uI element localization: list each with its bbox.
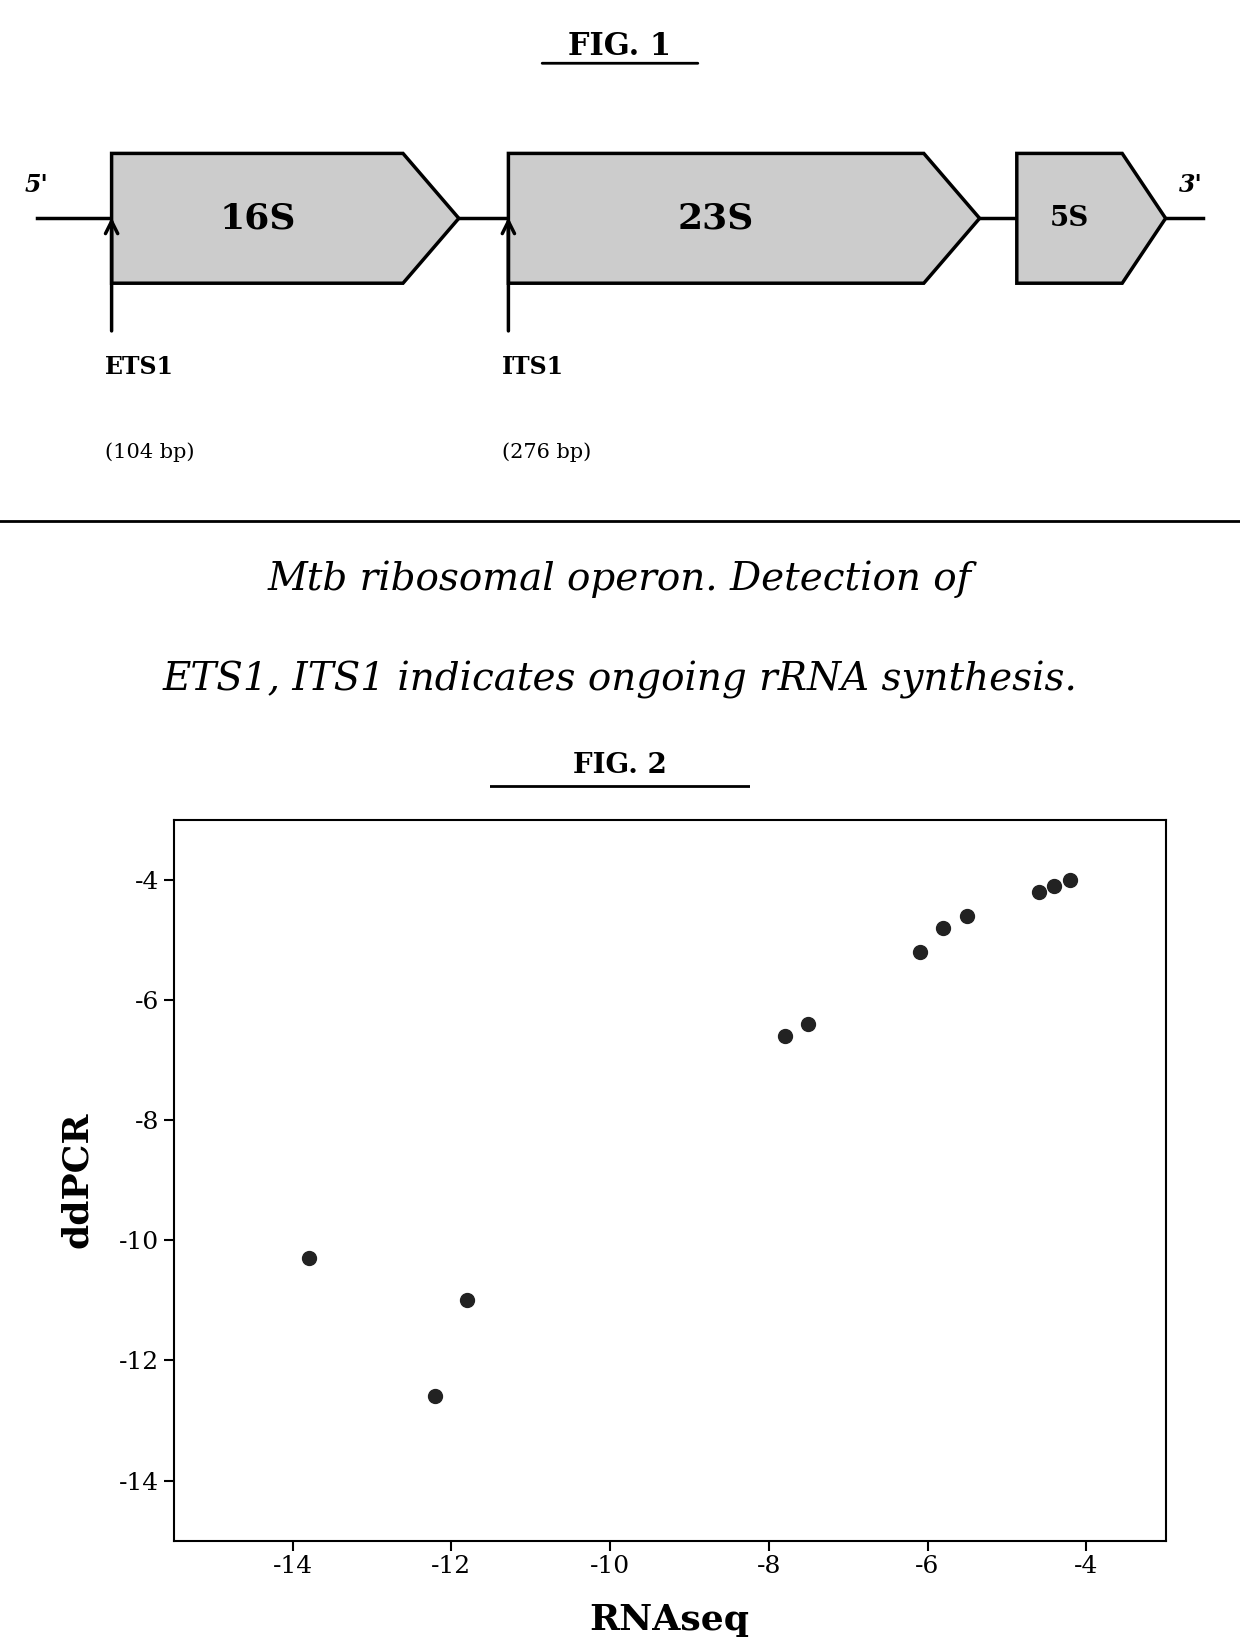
Point bbox=[910, 939, 930, 965]
Text: 3': 3' bbox=[1179, 172, 1203, 197]
Point bbox=[425, 1383, 445, 1410]
Point bbox=[1060, 867, 1080, 893]
Text: FIG. 2: FIG. 2 bbox=[573, 752, 667, 779]
Point bbox=[799, 1011, 818, 1037]
Text: 23S: 23S bbox=[678, 202, 754, 236]
Point bbox=[458, 1287, 477, 1313]
Point bbox=[1029, 879, 1049, 905]
Text: ETS1: ETS1 bbox=[105, 356, 175, 379]
Point bbox=[299, 1246, 319, 1272]
FancyArrow shape bbox=[112, 154, 459, 284]
Point bbox=[1044, 872, 1064, 898]
Text: (104 bp): (104 bp) bbox=[105, 443, 195, 462]
FancyArrow shape bbox=[508, 154, 980, 284]
Point bbox=[775, 1023, 795, 1049]
Text: Mtb ribosomal operon. Detection of: Mtb ribosomal operon. Detection of bbox=[268, 561, 972, 598]
X-axis label: RNAseq: RNAseq bbox=[589, 1603, 750, 1637]
Point bbox=[957, 903, 977, 929]
FancyArrow shape bbox=[1017, 154, 1166, 284]
Text: 5': 5' bbox=[25, 172, 48, 197]
Text: ITS1: ITS1 bbox=[502, 356, 564, 379]
Text: ETS1, ITS1 indicates ongoing rRNA synthesis.: ETS1, ITS1 indicates ongoing rRNA synthe… bbox=[162, 661, 1078, 698]
Text: 16S: 16S bbox=[219, 202, 295, 236]
Text: 5S: 5S bbox=[1050, 205, 1089, 231]
Point bbox=[934, 915, 954, 941]
Y-axis label: ddPCR: ddPCR bbox=[60, 1111, 94, 1249]
Text: FIG. 1: FIG. 1 bbox=[568, 31, 672, 62]
Text: (276 bp): (276 bp) bbox=[502, 443, 591, 462]
